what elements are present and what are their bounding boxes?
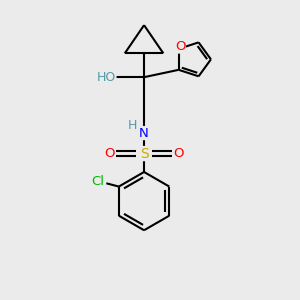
Text: O: O bbox=[105, 147, 115, 160]
Text: HO: HO bbox=[97, 71, 116, 84]
Text: Cl: Cl bbox=[91, 175, 104, 188]
Text: S: S bbox=[140, 147, 148, 160]
Text: O: O bbox=[175, 40, 185, 53]
Text: O: O bbox=[173, 147, 184, 160]
Text: H: H bbox=[128, 118, 137, 131]
Text: N: N bbox=[139, 127, 149, 140]
